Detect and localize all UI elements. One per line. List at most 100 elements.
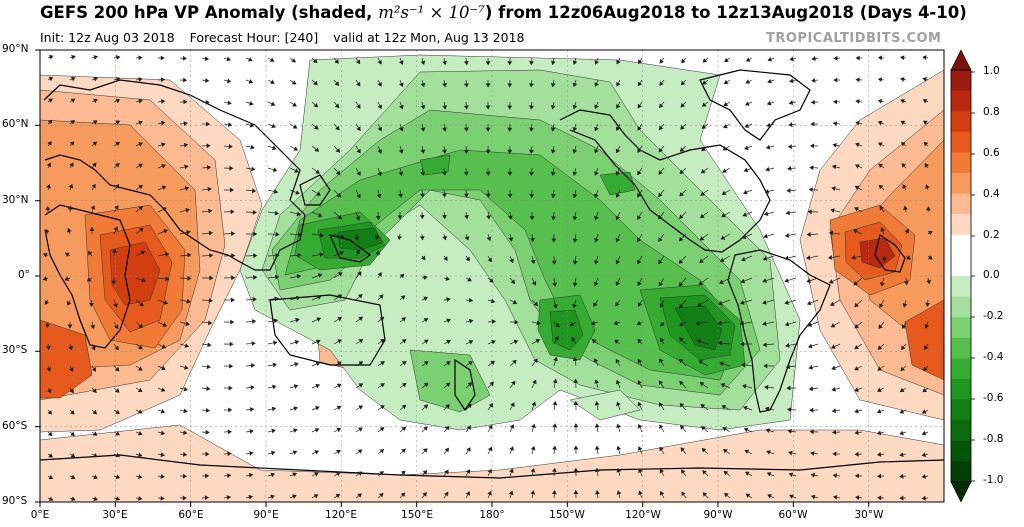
wind-vector	[595, 255, 599, 262]
colorbar-cells	[951, 70, 971, 483]
wind-vector-head	[832, 99, 838, 105]
wind-vector	[704, 450, 709, 455]
wind-vector	[421, 57, 424, 62]
wind-vector	[245, 387, 252, 389]
wind-vector	[574, 299, 577, 305]
wind-vector-head	[248, 57, 253, 62]
wind-vector-head	[830, 344, 836, 349]
wind-vector-head	[700, 191, 706, 196]
wind-vector-head	[336, 449, 341, 455]
wind-vector	[355, 167, 360, 173]
wind-vector	[705, 57, 709, 61]
wind-vector-head	[273, 189, 279, 194]
wind-vector-head	[487, 490, 492, 496]
wind-vector-head	[253, 231, 258, 237]
wind-vector-head	[91, 345, 96, 351]
wind-vector	[617, 299, 621, 304]
wind-vector	[596, 382, 599, 389]
wind-vector	[289, 167, 296, 172]
wind-vector-head	[679, 358, 684, 364]
wind-vector	[157, 409, 162, 412]
wind-vector	[113, 387, 118, 391]
wind-vector-head	[48, 453, 53, 458]
wind-vector-head	[463, 149, 469, 154]
wind-vector-head	[638, 468, 643, 473]
wind-vector	[69, 343, 72, 347]
wind-vector-head	[508, 490, 514, 496]
wind-vector-head	[594, 238, 599, 243]
wind-vector	[69, 56, 73, 59]
wind-vector-head	[115, 474, 121, 480]
wind-vector	[399, 362, 404, 367]
wind-vector	[765, 321, 775, 325]
wind-vector	[833, 210, 841, 213]
wind-vector	[333, 495, 338, 499]
wind-vector	[574, 57, 577, 62]
wind-vector	[113, 365, 118, 370]
wind-vector-head	[512, 299, 518, 305]
wind-vector-head	[702, 470, 707, 475]
wind-vector-head	[183, 77, 188, 83]
wind-vector	[91, 143, 95, 147]
wind-vector	[399, 145, 402, 151]
wind-vector	[881, 122, 885, 125]
wind-vector	[311, 429, 317, 433]
wind-vector-head	[786, 188, 791, 193]
wind-vector-head	[337, 214, 343, 220]
wind-vector	[179, 431, 184, 433]
wind-vector-head	[138, 474, 143, 479]
colorbar-label: 0.6	[983, 147, 1000, 159]
wind-vector-head	[114, 345, 119, 351]
wind-vector	[333, 189, 339, 196]
wind-vector-head	[767, 494, 772, 499]
wind-vector-head	[535, 339, 541, 344]
wind-vector-head	[316, 317, 322, 322]
wind-vector	[617, 211, 621, 218]
wind-vector-head	[165, 276, 170, 282]
wind-vector-head	[377, 171, 382, 177]
wind-vector-head	[701, 102, 707, 107]
wind-vector-head	[900, 142, 906, 147]
wind-vector-head	[93, 474, 98, 480]
wind-vector	[509, 362, 515, 367]
wind-vector	[616, 321, 621, 324]
wind-vector	[639, 57, 643, 62]
wind-vector	[553, 404, 556, 411]
wind-vector-head	[572, 260, 578, 265]
wind-vector	[814, 496, 819, 499]
wind-vector	[443, 277, 447, 279]
wind-vector	[245, 189, 253, 192]
wind-vector	[748, 495, 753, 499]
wind-vector	[69, 453, 73, 456]
wind-vector	[377, 79, 381, 84]
wind-vector	[47, 122, 50, 125]
wind-vector-head	[399, 82, 404, 88]
wind-vector-head	[183, 365, 189, 370]
wind-vector-head	[182, 55, 187, 61]
wind-vector-head	[463, 127, 469, 132]
wind-vector-head	[741, 256, 746, 262]
wind-vector-head	[68, 345, 74, 351]
wind-vector	[245, 431, 251, 433]
wind-vector-head	[270, 101, 276, 106]
wind-vector-head	[696, 339, 702, 344]
wind-vector	[721, 342, 731, 345]
wind-vector-head	[183, 99, 188, 105]
wind-vector	[812, 387, 819, 390]
wind-vector	[465, 494, 469, 499]
wind-vector	[902, 365, 907, 369]
wind-vector-head	[463, 61, 469, 66]
colorbar-label: -0.8	[983, 433, 1004, 445]
wind-vector-head	[766, 450, 771, 455]
wind-vector	[857, 365, 863, 369]
wind-vector	[723, 233, 731, 238]
wind-vector-head	[855, 99, 860, 104]
wind-vector-head	[485, 105, 491, 110]
wind-vector-head	[637, 338, 642, 344]
wind-vector	[377, 384, 383, 389]
wind-vector-head	[339, 250, 345, 256]
wind-vector-head	[397, 215, 403, 220]
wind-vector	[531, 255, 534, 261]
colorbar-cell	[951, 461, 971, 483]
wind-vector-head	[316, 295, 322, 300]
